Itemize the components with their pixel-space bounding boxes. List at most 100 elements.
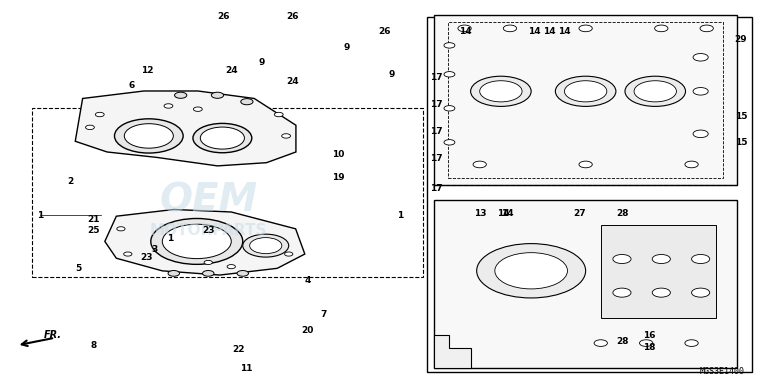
Circle shape (685, 340, 698, 346)
Bar (427, 17, 752, 372)
Text: 2: 2 (67, 177, 74, 186)
Text: 12: 12 (141, 66, 153, 75)
Circle shape (95, 112, 104, 117)
Text: 4: 4 (305, 276, 311, 285)
Circle shape (693, 87, 708, 95)
Circle shape (85, 125, 95, 130)
Text: 16: 16 (643, 331, 655, 340)
Text: 8: 8 (90, 341, 96, 350)
Text: 13: 13 (474, 209, 487, 218)
Circle shape (579, 25, 592, 32)
Text: 26: 26 (218, 12, 230, 21)
Circle shape (151, 219, 243, 264)
Text: 17: 17 (431, 100, 443, 109)
Text: 17: 17 (431, 154, 443, 162)
Circle shape (634, 81, 677, 102)
Text: 1: 1 (37, 211, 43, 220)
Circle shape (594, 340, 608, 346)
Circle shape (625, 76, 685, 106)
Text: MOTORPARTS: MOTORPARTS (149, 223, 267, 238)
Text: 15: 15 (734, 138, 747, 147)
Text: 18: 18 (643, 343, 655, 352)
Text: 5: 5 (75, 264, 82, 273)
Circle shape (125, 124, 173, 148)
Text: 14: 14 (497, 209, 510, 218)
Text: 21: 21 (87, 215, 100, 224)
Text: 24: 24 (286, 77, 299, 86)
Text: 29: 29 (734, 35, 747, 44)
Circle shape (564, 81, 607, 102)
Circle shape (471, 76, 531, 106)
Text: 15: 15 (734, 112, 747, 121)
Text: 26: 26 (286, 12, 299, 21)
Circle shape (693, 54, 708, 61)
Circle shape (480, 81, 522, 102)
Circle shape (691, 254, 710, 264)
Circle shape (162, 224, 231, 259)
Text: 6: 6 (128, 81, 135, 90)
Circle shape (444, 105, 455, 111)
Circle shape (117, 227, 125, 231)
Circle shape (494, 253, 568, 289)
Bar (434, 200, 737, 368)
Polygon shape (105, 209, 305, 275)
Text: 23: 23 (202, 226, 215, 235)
Text: 17: 17 (431, 184, 443, 193)
Bar (434, 15, 737, 185)
Circle shape (164, 104, 173, 108)
Text: 9: 9 (258, 58, 265, 67)
Text: 14: 14 (501, 209, 514, 218)
Text: OEM: OEM (159, 181, 258, 219)
Circle shape (175, 92, 187, 98)
Circle shape (444, 72, 455, 77)
Circle shape (204, 260, 212, 264)
Circle shape (193, 124, 251, 153)
Circle shape (275, 112, 283, 117)
Circle shape (555, 76, 616, 106)
Circle shape (579, 161, 592, 168)
Text: 9: 9 (389, 70, 395, 79)
Text: 23: 23 (141, 253, 153, 262)
Text: 20: 20 (301, 326, 314, 335)
Circle shape (115, 119, 183, 153)
Circle shape (194, 107, 202, 111)
Circle shape (654, 25, 668, 32)
Circle shape (640, 340, 653, 346)
Text: FR.: FR. (44, 330, 62, 340)
Text: 17: 17 (431, 73, 443, 82)
Circle shape (613, 288, 631, 297)
Text: 11: 11 (241, 364, 253, 373)
Circle shape (473, 161, 486, 168)
Circle shape (250, 238, 281, 254)
Text: 10: 10 (332, 150, 345, 159)
Text: 14: 14 (528, 27, 541, 37)
Circle shape (652, 288, 671, 297)
Text: 14: 14 (458, 27, 471, 37)
Bar (448, 22, 723, 178)
Circle shape (444, 140, 455, 145)
Circle shape (285, 252, 293, 256)
Text: 1: 1 (397, 211, 403, 220)
Text: 28: 28 (616, 337, 628, 346)
Circle shape (458, 25, 471, 32)
Text: 1: 1 (167, 234, 173, 243)
Circle shape (124, 252, 132, 256)
Text: 19: 19 (332, 173, 345, 182)
Circle shape (281, 134, 291, 138)
Circle shape (444, 43, 455, 48)
Text: 17: 17 (431, 127, 443, 136)
Circle shape (652, 254, 671, 264)
Bar (601, 225, 716, 318)
Circle shape (613, 254, 631, 264)
Bar (32, 109, 423, 276)
Circle shape (243, 234, 288, 257)
Circle shape (503, 25, 517, 32)
Circle shape (168, 271, 179, 276)
Text: 7: 7 (320, 310, 326, 319)
Circle shape (241, 99, 253, 105)
Text: 28: 28 (616, 209, 628, 218)
Text: 24: 24 (225, 66, 238, 75)
Circle shape (200, 127, 245, 149)
Circle shape (227, 264, 235, 269)
Circle shape (211, 92, 224, 98)
